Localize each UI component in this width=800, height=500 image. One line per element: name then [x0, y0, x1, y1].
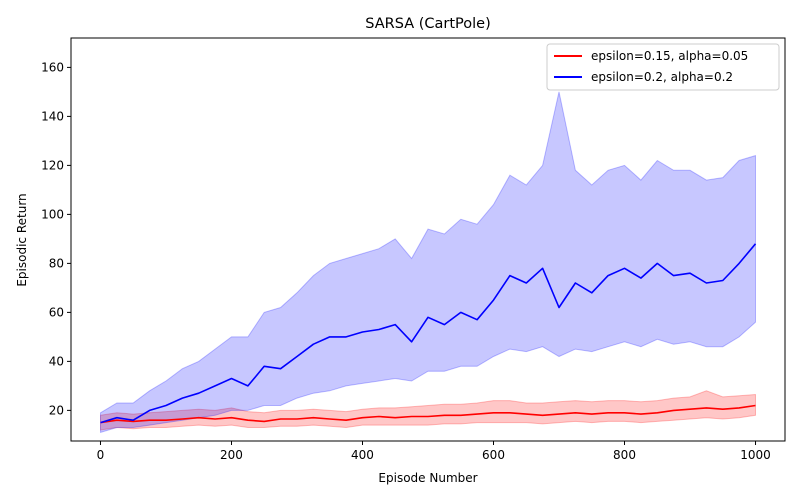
legend-label: epsilon=0.15, alpha=0.05: [591, 49, 748, 63]
legend-frame: [546, 43, 780, 91]
plot-area-frame: [70, 37, 786, 442]
x-axis-label: Episode Number: [378, 471, 477, 485]
y-tick-label: 120: [41, 158, 64, 172]
x-tick-label: 200: [220, 448, 243, 462]
legend-label: epsilon=0.2, alpha=0.2: [591, 70, 733, 84]
x-tick-label: 0: [97, 448, 105, 462]
confidence-band-1: [100, 91, 756, 434]
y-tick-label: 100: [41, 207, 64, 221]
x-tick-label: 1000: [740, 448, 771, 462]
y-tick-label: 140: [41, 109, 64, 123]
y-tick-label: 80: [49, 256, 64, 270]
y-axis-label: Episodic Return: [15, 193, 29, 286]
y-tick-label: 20: [49, 403, 64, 417]
confidence-bands: [100, 91, 756, 434]
series-line-1: [100, 243, 757, 424]
x-axis: 0 200 400 600 800 1000: [97, 441, 771, 462]
chart-title: SARSA (CartPole): [365, 16, 491, 32]
legend: epsilon=0.15, alpha=0.05 epsilon=0.2, al…: [546, 43, 780, 91]
x-tick-label: 600: [482, 448, 505, 462]
y-tick-label: 40: [49, 354, 64, 368]
series-lines: [100, 243, 757, 424]
series-line-0: [100, 404, 756, 424]
x-tick-label: 400: [351, 448, 374, 462]
y-tick-label: 60: [49, 305, 64, 319]
x-tick-label: 800: [613, 448, 636, 462]
plot-area-background: [71, 38, 785, 441]
y-axis: 20 40 60 80 100 120 140 160: [41, 60, 71, 417]
y-tick-label: 160: [41, 60, 64, 74]
confidence-band-0: [100, 390, 756, 431]
